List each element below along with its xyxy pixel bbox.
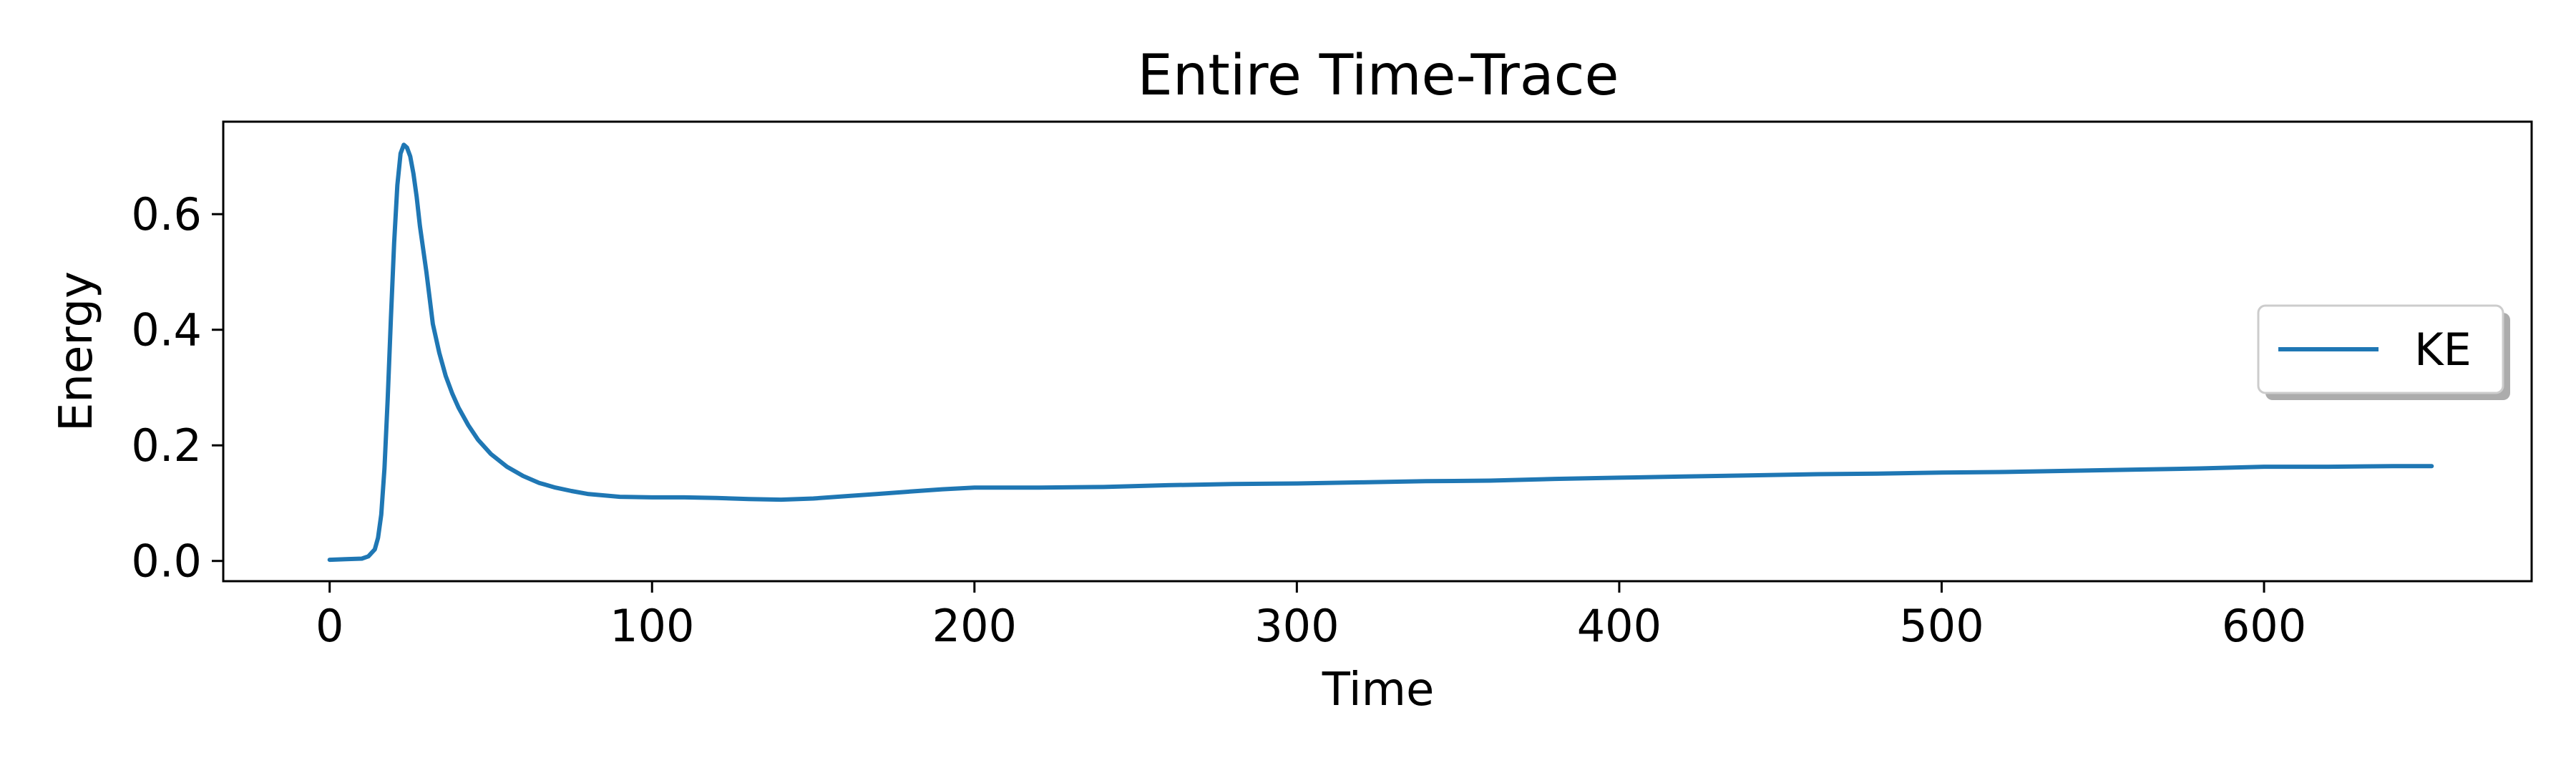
y-tick-label: 0.0 (131, 535, 202, 588)
x-tick-label: 400 (1577, 600, 1662, 652)
x-tick-label: 100 (610, 600, 694, 652)
plot-area-frame (222, 120, 2533, 583)
x-axis-label: Time (1322, 663, 1435, 716)
chart-title: Entire Time-Trace (1138, 44, 1619, 108)
x-axis-ticks: 0 100 200 300 400 500 600 (316, 581, 2306, 652)
y-axis-ticks: 0.0 0.2 0.4 0.6 (131, 188, 223, 588)
y-axis-label: Energy (50, 271, 103, 432)
x-tick-label: 600 (2222, 600, 2306, 652)
y-tick-label: 0.2 (131, 419, 202, 472)
y-tick-label: 0.6 (131, 188, 202, 240)
x-tick-label: 300 (1254, 600, 1339, 652)
x-tick-label: 200 (932, 600, 1017, 652)
legend-label-ke: KE (2414, 324, 2472, 376)
legend: KE (2257, 304, 2510, 400)
series-line-ke (327, 142, 2434, 563)
y-tick-label: 0.4 (131, 304, 202, 356)
x-tick-label: 500 (1899, 600, 1984, 652)
legend-box (2257, 304, 2504, 394)
x-tick-label: 0 (316, 600, 343, 652)
series-layer (327, 142, 2434, 563)
